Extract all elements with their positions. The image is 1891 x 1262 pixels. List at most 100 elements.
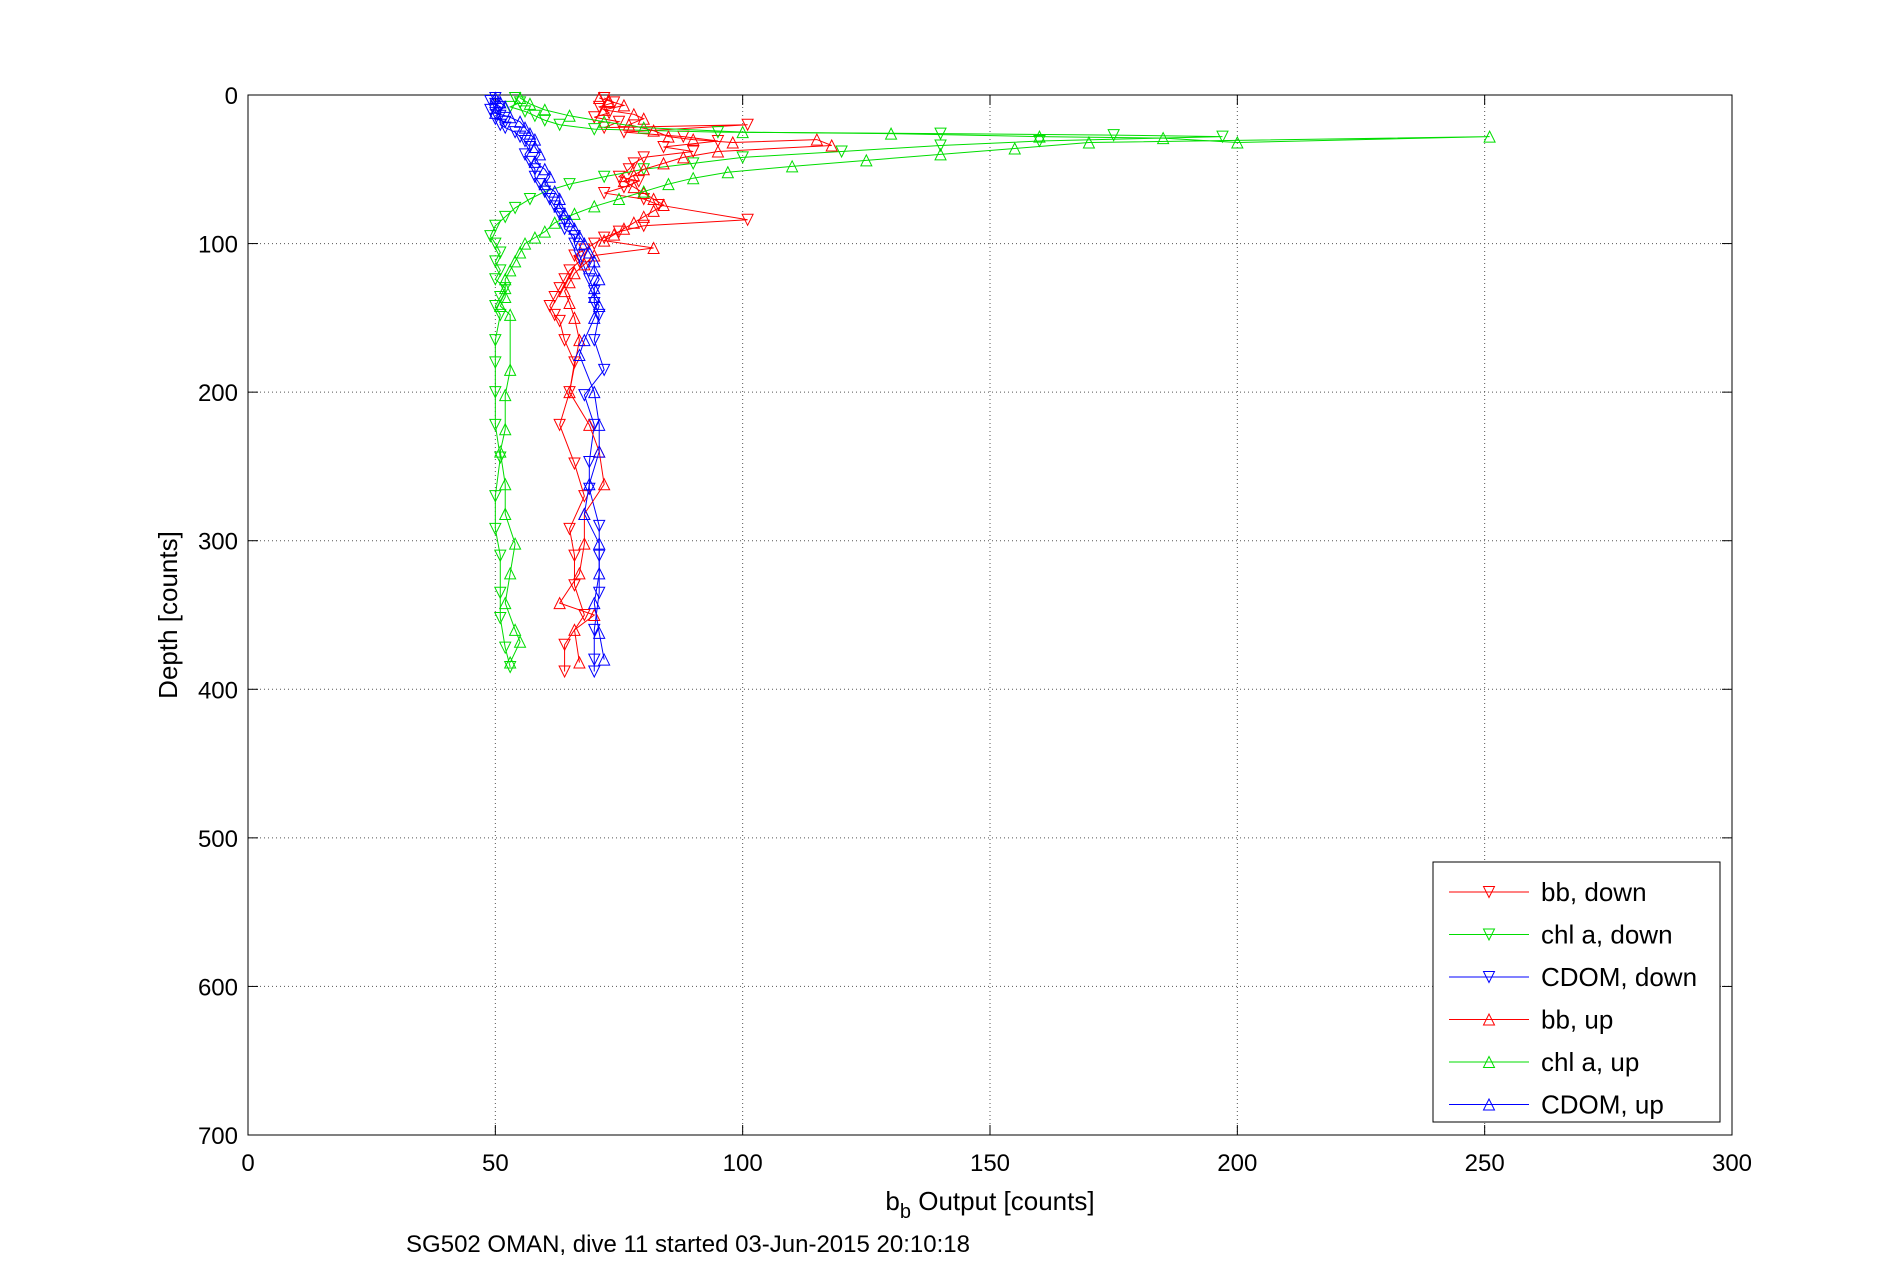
data-point bbox=[513, 96, 527, 110]
data-point bbox=[489, 255, 502, 269]
data-point bbox=[543, 170, 557, 183]
data-point bbox=[622, 163, 636, 176]
data-point bbox=[503, 110, 517, 124]
data-point bbox=[573, 348, 586, 361]
series-line bbox=[549, 97, 748, 672]
data-point bbox=[1082, 135, 1096, 149]
data-point bbox=[489, 386, 502, 399]
x-axis: 0 50 100 150 200 250 300 bbox=[241, 95, 1752, 1177]
data-point bbox=[934, 127, 947, 141]
data-point bbox=[508, 537, 522, 550]
data-point bbox=[587, 608, 601, 621]
data-point bbox=[583, 245, 596, 259]
data-point bbox=[489, 91, 502, 104]
data-point bbox=[587, 199, 601, 213]
data-point bbox=[489, 334, 502, 347]
data-point bbox=[602, 94, 616, 107]
data-point bbox=[587, 596, 601, 610]
legend-swatch-marker bbox=[1482, 1055, 1496, 1068]
data-point bbox=[523, 127, 537, 140]
data-point bbox=[558, 207, 571, 220]
data-point bbox=[647, 204, 660, 217]
data-point bbox=[637, 112, 651, 125]
series-line bbox=[558, 97, 832, 663]
x-tick-label: 250 bbox=[1465, 1150, 1505, 1177]
data-point bbox=[533, 147, 547, 161]
data-point bbox=[568, 237, 581, 251]
data-point bbox=[1033, 129, 1046, 143]
legend-label: CDOM, down bbox=[1541, 962, 1697, 992]
data-point bbox=[558, 273, 571, 286]
data-point bbox=[553, 282, 566, 295]
data-point bbox=[563, 385, 576, 399]
data-point bbox=[587, 123, 601, 136]
data-point bbox=[810, 132, 824, 146]
data-point bbox=[1231, 135, 1244, 149]
data-point bbox=[825, 138, 839, 152]
data-point bbox=[518, 121, 532, 134]
data-point bbox=[508, 254, 522, 268]
data-point bbox=[503, 263, 517, 277]
data-point bbox=[558, 334, 571, 347]
data-point bbox=[587, 665, 601, 679]
data-point bbox=[553, 314, 566, 328]
data-point bbox=[484, 94, 497, 108]
data-point bbox=[563, 296, 576, 309]
data-point bbox=[568, 311, 581, 324]
data-point bbox=[711, 126, 725, 139]
series-cdom-up bbox=[489, 91, 611, 666]
data-point bbox=[503, 363, 517, 376]
data-point bbox=[523, 193, 537, 206]
series-line bbox=[499, 97, 1490, 663]
y-tick-label: 100 bbox=[198, 232, 238, 259]
data-point bbox=[553, 418, 566, 432]
data-point bbox=[573, 229, 586, 243]
data-point bbox=[726, 135, 740, 149]
data-point bbox=[597, 187, 611, 200]
data-point bbox=[493, 308, 507, 322]
y-axis: 0 100 200 300 400 500 600 700 bbox=[198, 83, 1732, 1150]
data-point bbox=[578, 609, 591, 622]
data-point bbox=[513, 115, 527, 128]
data-point bbox=[518, 236, 532, 250]
data-point bbox=[686, 145, 700, 159]
data-point bbox=[676, 150, 690, 164]
y-tick-label: 400 bbox=[198, 677, 238, 704]
data-point bbox=[498, 290, 512, 304]
data-point bbox=[627, 180, 641, 194]
data-point bbox=[934, 147, 947, 161]
data-point bbox=[1033, 135, 1046, 148]
y-tick-label: 200 bbox=[198, 380, 238, 407]
data-point bbox=[498, 641, 512, 655]
data-point bbox=[528, 155, 542, 168]
series-chl-a-up bbox=[493, 91, 1496, 669]
data-point bbox=[563, 522, 576, 536]
data-point bbox=[558, 665, 571, 679]
data-point bbox=[587, 263, 601, 277]
data-point bbox=[493, 586, 507, 600]
x-tick-label: 200 bbox=[1217, 1150, 1257, 1177]
data-point bbox=[548, 184, 562, 198]
legend-swatch-marker bbox=[1482, 1012, 1496, 1026]
data-point bbox=[553, 596, 566, 610]
data-point bbox=[528, 170, 542, 184]
x-tick-label: 300 bbox=[1712, 1150, 1752, 1177]
data-point bbox=[558, 222, 571, 236]
data-point bbox=[578, 257, 591, 271]
data-point bbox=[662, 129, 675, 143]
legend-label: bb, up bbox=[1541, 1005, 1613, 1035]
data-point bbox=[538, 162, 552, 176]
data-point bbox=[860, 153, 873, 167]
data-point bbox=[568, 207, 581, 220]
data-point bbox=[508, 201, 522, 215]
data-point bbox=[607, 228, 621, 241]
data-point bbox=[528, 231, 542, 244]
data-point bbox=[484, 230, 497, 243]
data-point bbox=[563, 214, 576, 228]
legend-label: chl a, down bbox=[1541, 920, 1673, 950]
data-point bbox=[518, 148, 532, 162]
data-point bbox=[627, 107, 641, 121]
data-point bbox=[563, 275, 576, 289]
data-point bbox=[587, 290, 601, 304]
